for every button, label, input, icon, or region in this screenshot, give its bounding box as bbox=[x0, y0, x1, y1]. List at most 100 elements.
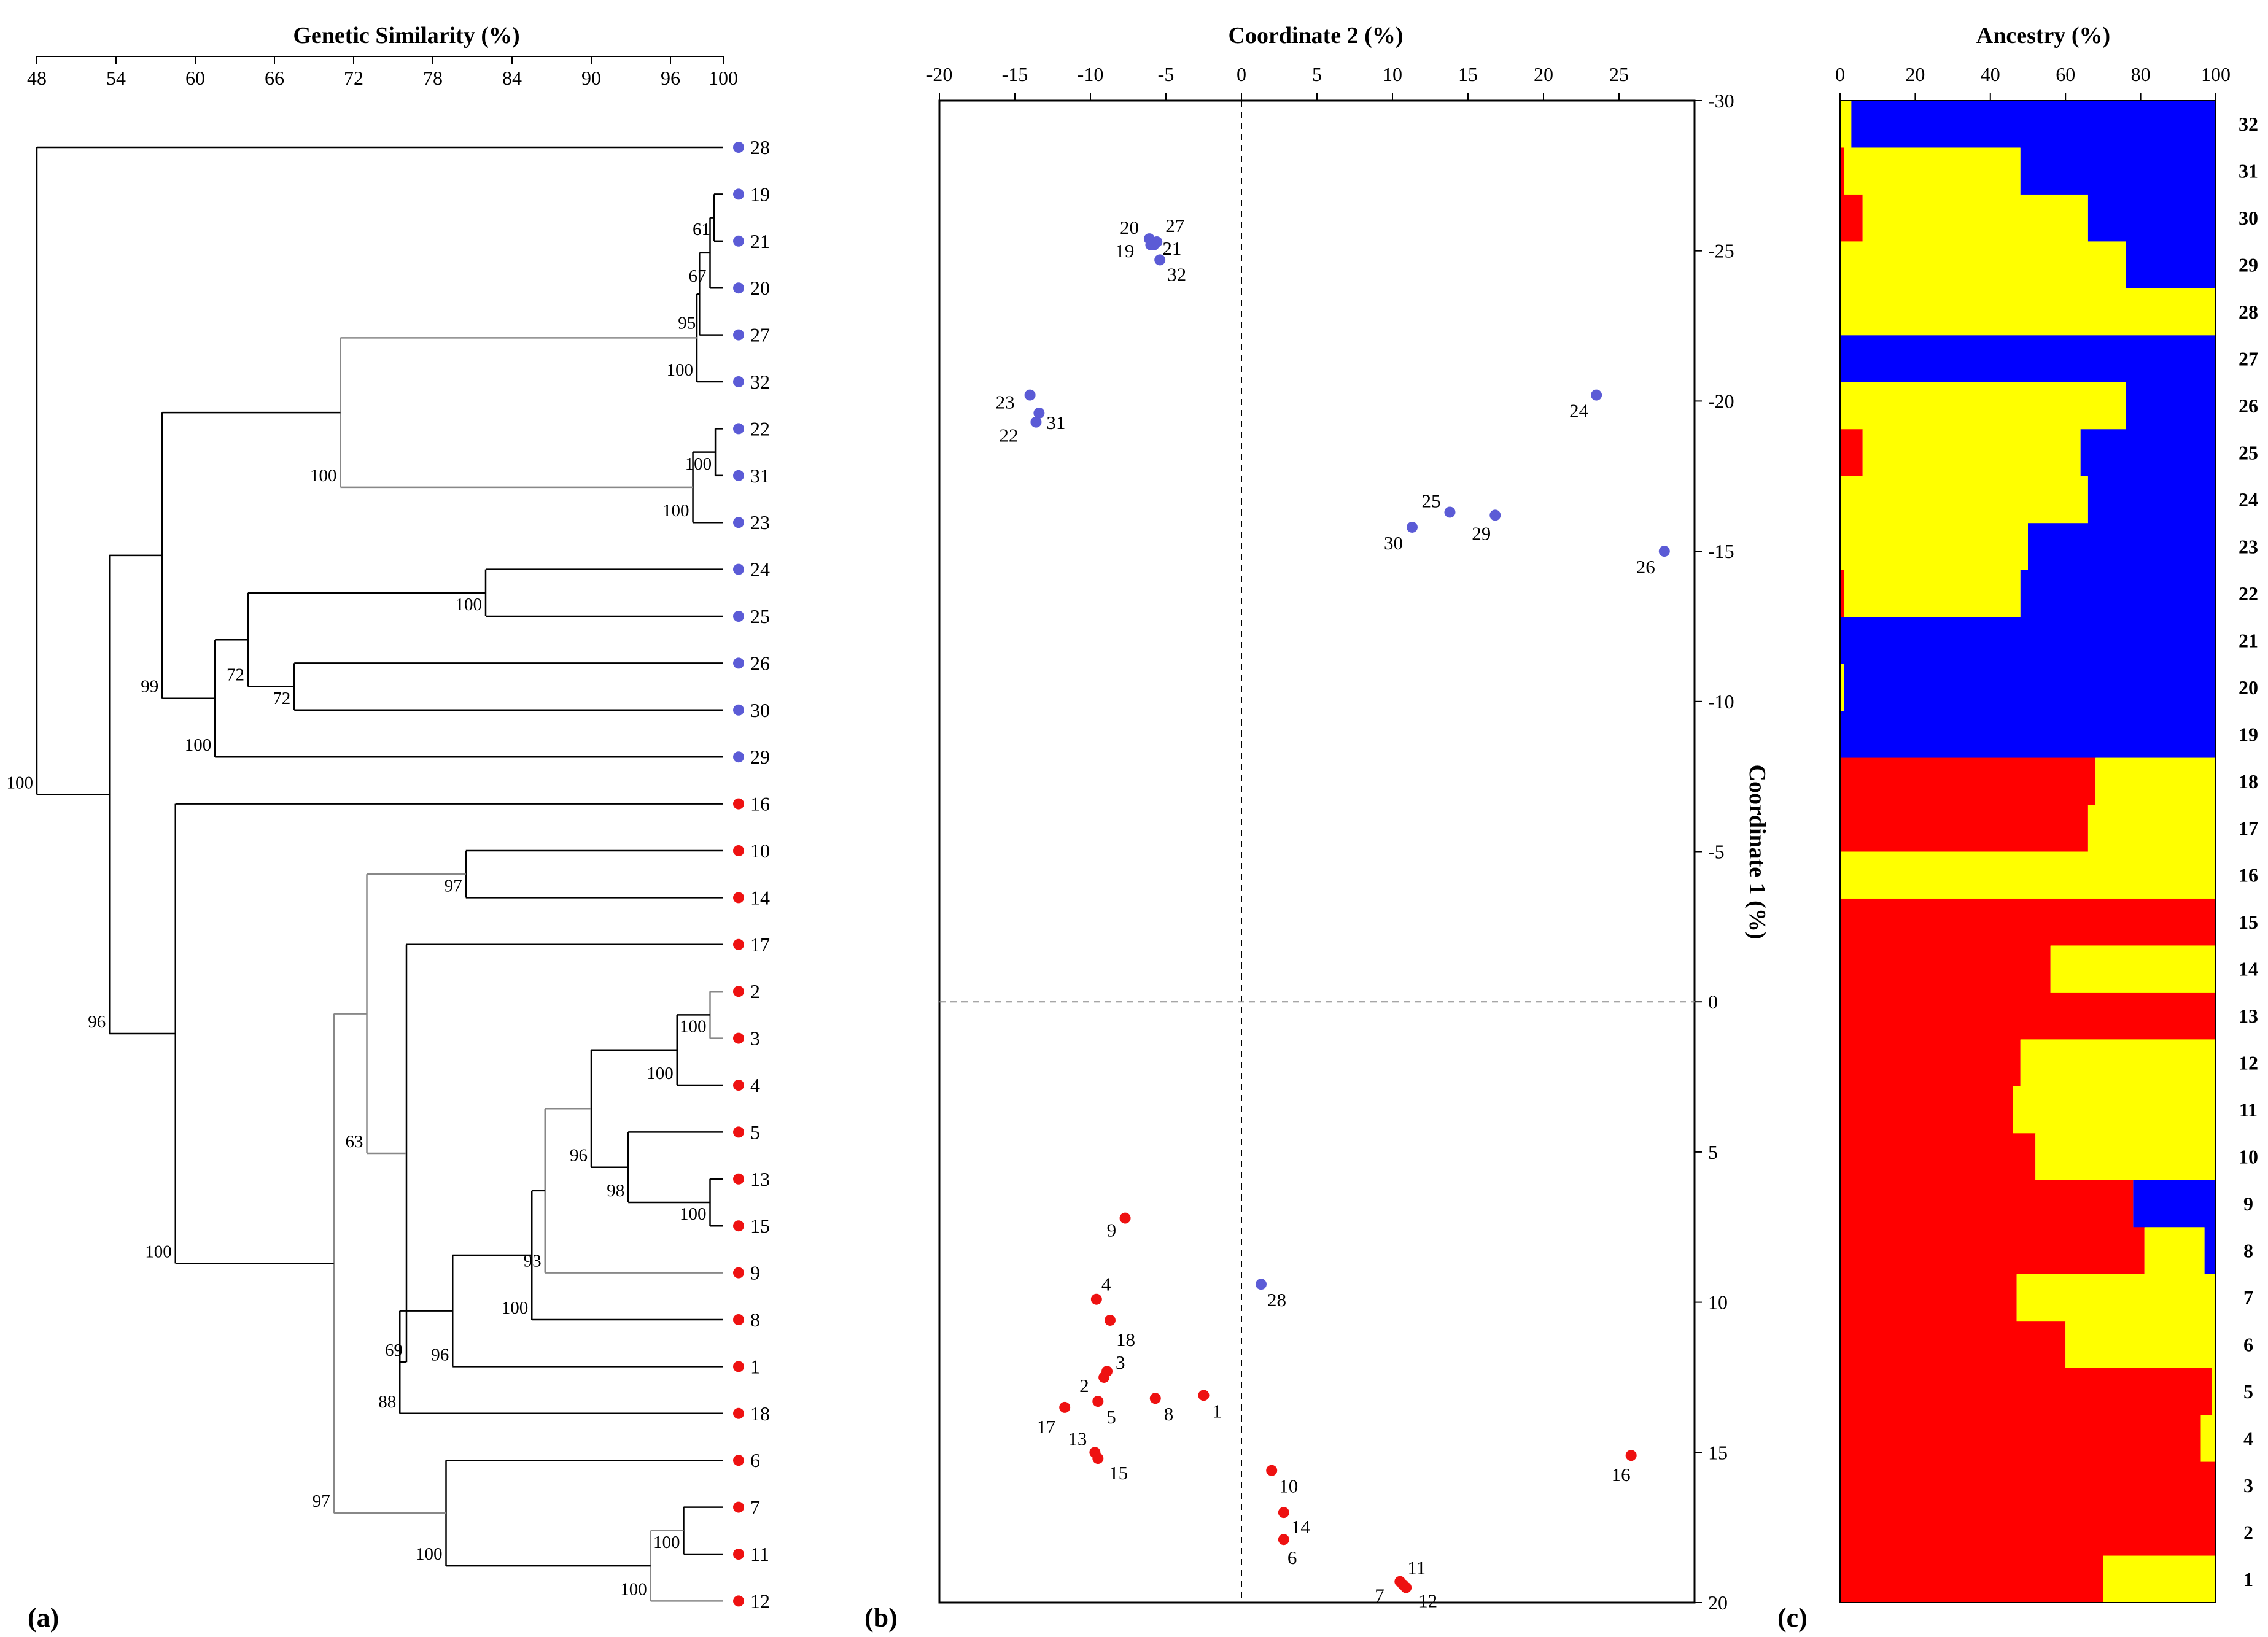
pcoa-axes: -20 -15 -10 -5 0 5 10 15 20 25-30-25-20-15-10-505… bbox=[926, 63, 1734, 1614]
ancestry-segment-red bbox=[1840, 1555, 2103, 1603]
ancestry-segment-yellow bbox=[2095, 757, 2216, 805]
ancestry-segment-yellow bbox=[2035, 1133, 2216, 1181]
leaf-marker bbox=[733, 563, 744, 575]
ancestry-segment-yellow bbox=[1840, 288, 2216, 336]
leaf-marker bbox=[733, 282, 744, 294]
pcoa-x-tick-label: -5 bbox=[1158, 63, 1175, 85]
ancestry-x-tick-label: 80 bbox=[2131, 63, 2151, 85]
pcoa-point-label: 6 bbox=[1287, 1547, 1297, 1568]
ancestry-segment-blue bbox=[1840, 335, 2216, 383]
pcoa-point bbox=[1400, 1582, 1412, 1593]
bootstrap-support: 96 bbox=[570, 1146, 588, 1166]
ancestry-segment-red bbox=[1840, 1461, 2216, 1509]
ancestry-segment-yellow bbox=[2200, 1415, 2216, 1463]
ancestry-segment-yellow bbox=[2020, 1039, 2216, 1087]
leaf-label: 32 bbox=[750, 371, 770, 393]
ancestry-segment-blue bbox=[1840, 617, 2216, 665]
leaf-label: 31 bbox=[750, 465, 770, 487]
pcoa-x-tick-label: -10 bbox=[1078, 63, 1104, 85]
dendrogram-tick-label: 54 bbox=[106, 67, 126, 89]
bootstrap-support: 100 bbox=[685, 454, 712, 474]
pcoa-point bbox=[1092, 1396, 1104, 1407]
bootstrap-support: 100 bbox=[456, 595, 483, 614]
pcoa-point bbox=[1024, 389, 1036, 401]
ancestry-row-label: 17 bbox=[2239, 817, 2258, 839]
ancestry-segment-blue bbox=[1851, 101, 2216, 149]
ancestry-row-label: 16 bbox=[2239, 864, 2258, 886]
bootstrap-support: 100 bbox=[647, 1064, 674, 1083]
leaf-marker bbox=[733, 235, 744, 247]
bootstrap-support: 98 bbox=[607, 1181, 624, 1201]
ancestry-segment-blue bbox=[2126, 382, 2216, 430]
ancestry-segment-red bbox=[1840, 945, 2051, 993]
ancestry-segment-blue bbox=[1840, 711, 2216, 759]
pcoa-point bbox=[1198, 1390, 1210, 1401]
pcoa-y-tick-label: -30 bbox=[1708, 90, 1734, 112]
ancestry-segment-yellow bbox=[2013, 1086, 2216, 1134]
ancestry-segment-red bbox=[1840, 194, 1863, 242]
dendrogram-leaves: 2819212027322231232425263029161014172345… bbox=[733, 136, 770, 1612]
leaf-label: 27 bbox=[750, 324, 770, 346]
pcoa-x-tick-label: 20 bbox=[1534, 63, 1553, 85]
ancestry-row-label: 15 bbox=[2239, 911, 2258, 933]
ancestry-segment-yellow bbox=[1844, 147, 2021, 195]
pcoa-x-tick-label: 0 bbox=[1237, 63, 1246, 85]
leaf-label: 3 bbox=[750, 1027, 760, 1050]
leaf-label: 21 bbox=[750, 230, 770, 252]
ancestry-axis: 0 20 40 60 80 100 bbox=[1835, 63, 2231, 101]
dendrogram-panel: Genetic Similarity (%) 48 54 60 66 72 78 84 90 9… bbox=[7, 23, 771, 1633]
pcoa-point bbox=[1119, 1212, 1131, 1224]
leaf-label: 7 bbox=[750, 1496, 760, 1519]
ancestry-segment-red bbox=[1840, 1321, 2066, 1369]
pcoa-point bbox=[1145, 239, 1157, 250]
pcoa-point bbox=[1278, 1534, 1289, 1546]
ancestry-segment-red bbox=[1840, 898, 2216, 946]
ancestry-segment-red bbox=[1840, 805, 2088, 853]
leaf-label: 17 bbox=[750, 934, 770, 956]
ancestry-row-label: 2 bbox=[2243, 1521, 2253, 1543]
pcoa-point-label: 15 bbox=[1109, 1462, 1128, 1484]
pcoa-point-label: 27 bbox=[1165, 215, 1184, 236]
pcoa-point bbox=[1059, 1401, 1071, 1413]
pcoa-title: Coordinate 2 (%) bbox=[1229, 23, 1404, 48]
pcoa-point-label: 17 bbox=[1036, 1416, 1055, 1438]
pcoa-point-label: 14 bbox=[1291, 1516, 1311, 1538]
pcoa-y-tick-label: 10 bbox=[1708, 1291, 1728, 1314]
leaf-label: 13 bbox=[750, 1168, 770, 1190]
bootstrap-support: 97 bbox=[313, 1492, 330, 1511]
bootstrap-support: 88 bbox=[378, 1392, 396, 1412]
ancestry-row-label: 23 bbox=[2239, 535, 2258, 557]
pcoa-y-tick-label: 20 bbox=[1708, 1592, 1728, 1614]
ancestry-segment-yellow bbox=[2212, 1368, 2216, 1415]
ancestry-row-label: 4 bbox=[2243, 1427, 2253, 1449]
dendrogram-tree: 61 67 95 100 100 100 100 100 72 72 100 99 97 100 100 10… bbox=[7, 146, 723, 1602]
pcoa-x-tick-label: 5 bbox=[1312, 63, 1322, 85]
leaf-marker bbox=[733, 1501, 744, 1513]
ancestry-row-label: 6 bbox=[2243, 1333, 2253, 1355]
bootstrap-support: 72 bbox=[273, 689, 290, 708]
ancestry-segment-yellow bbox=[1840, 382, 2126, 430]
leaf-marker bbox=[733, 1407, 744, 1419]
pcoa-point-label: 7 bbox=[1375, 1585, 1384, 1606]
dendrogram-tick-label: 78 bbox=[423, 67, 443, 89]
leaf-label: 8 bbox=[750, 1309, 760, 1331]
pcoa-point-label: 2 bbox=[1079, 1375, 1089, 1396]
dendrogram-tick-label: 100 bbox=[709, 67, 738, 89]
ancestry-segment-yellow bbox=[1862, 429, 2081, 477]
pcoa-point-label: 11 bbox=[1407, 1557, 1426, 1579]
ancestry-segment-red bbox=[1840, 1368, 2212, 1415]
ancestry-segment-blue bbox=[2087, 476, 2216, 524]
dendrogram-tick-label: 84 bbox=[502, 67, 522, 89]
ancestry-plot-frame bbox=[1839, 100, 2216, 1603]
ancestry-row-label: 11 bbox=[2239, 1099, 2258, 1121]
pcoa-x-tick-label: 15 bbox=[1458, 63, 1478, 85]
dendrogram-tick-label: 66 bbox=[265, 67, 284, 89]
ancestry-x-tick-label: 100 bbox=[2201, 63, 2231, 85]
pcoa-point-label: 28 bbox=[1267, 1289, 1286, 1310]
bootstrap-support: 69 bbox=[385, 1341, 403, 1360]
panel-label-b: (b) bbox=[864, 1603, 898, 1633]
pcoa-point bbox=[1092, 1453, 1104, 1465]
pcoa-y-axis-label: Coordinate 1 (%) bbox=[1744, 765, 1770, 940]
leaf-label: 10 bbox=[750, 840, 770, 862]
pcoa-x-tick-label: 10 bbox=[1383, 63, 1402, 85]
